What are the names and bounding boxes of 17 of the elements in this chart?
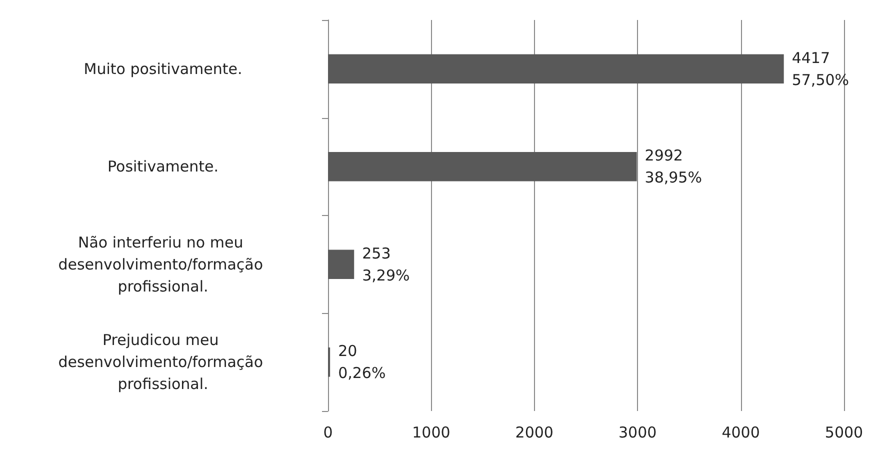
x-tick-label: 2000: [515, 424, 554, 442]
y-tick-label: Não interferiu no meu desenvolvimento/formação profissional.: [58, 233, 268, 296]
x-tick-label: 1000: [412, 424, 450, 442]
x-tick-label: 0: [323, 424, 333, 442]
data-label: 4417 57,50%: [792, 48, 850, 89]
bar: [328, 152, 637, 182]
y-tick-label: Positivamente.: [107, 158, 219, 176]
x-tick-label: 3000: [618, 424, 657, 442]
data-label: 253 3,29%: [362, 244, 410, 284]
data-label: 20 0,26%: [338, 342, 386, 382]
x-tick-label: 4000: [722, 424, 760, 442]
bar: [328, 54, 784, 84]
y-tick-label: Prejudicou meu desenvolvimento/formação profissional.: [58, 331, 268, 394]
x-tick-label: 5000: [824, 424, 864, 442]
data-label: 2992 38,95%: [644, 146, 702, 187]
y-tick-label: Muito positivamente.: [84, 60, 242, 78]
bar: [328, 250, 354, 280]
